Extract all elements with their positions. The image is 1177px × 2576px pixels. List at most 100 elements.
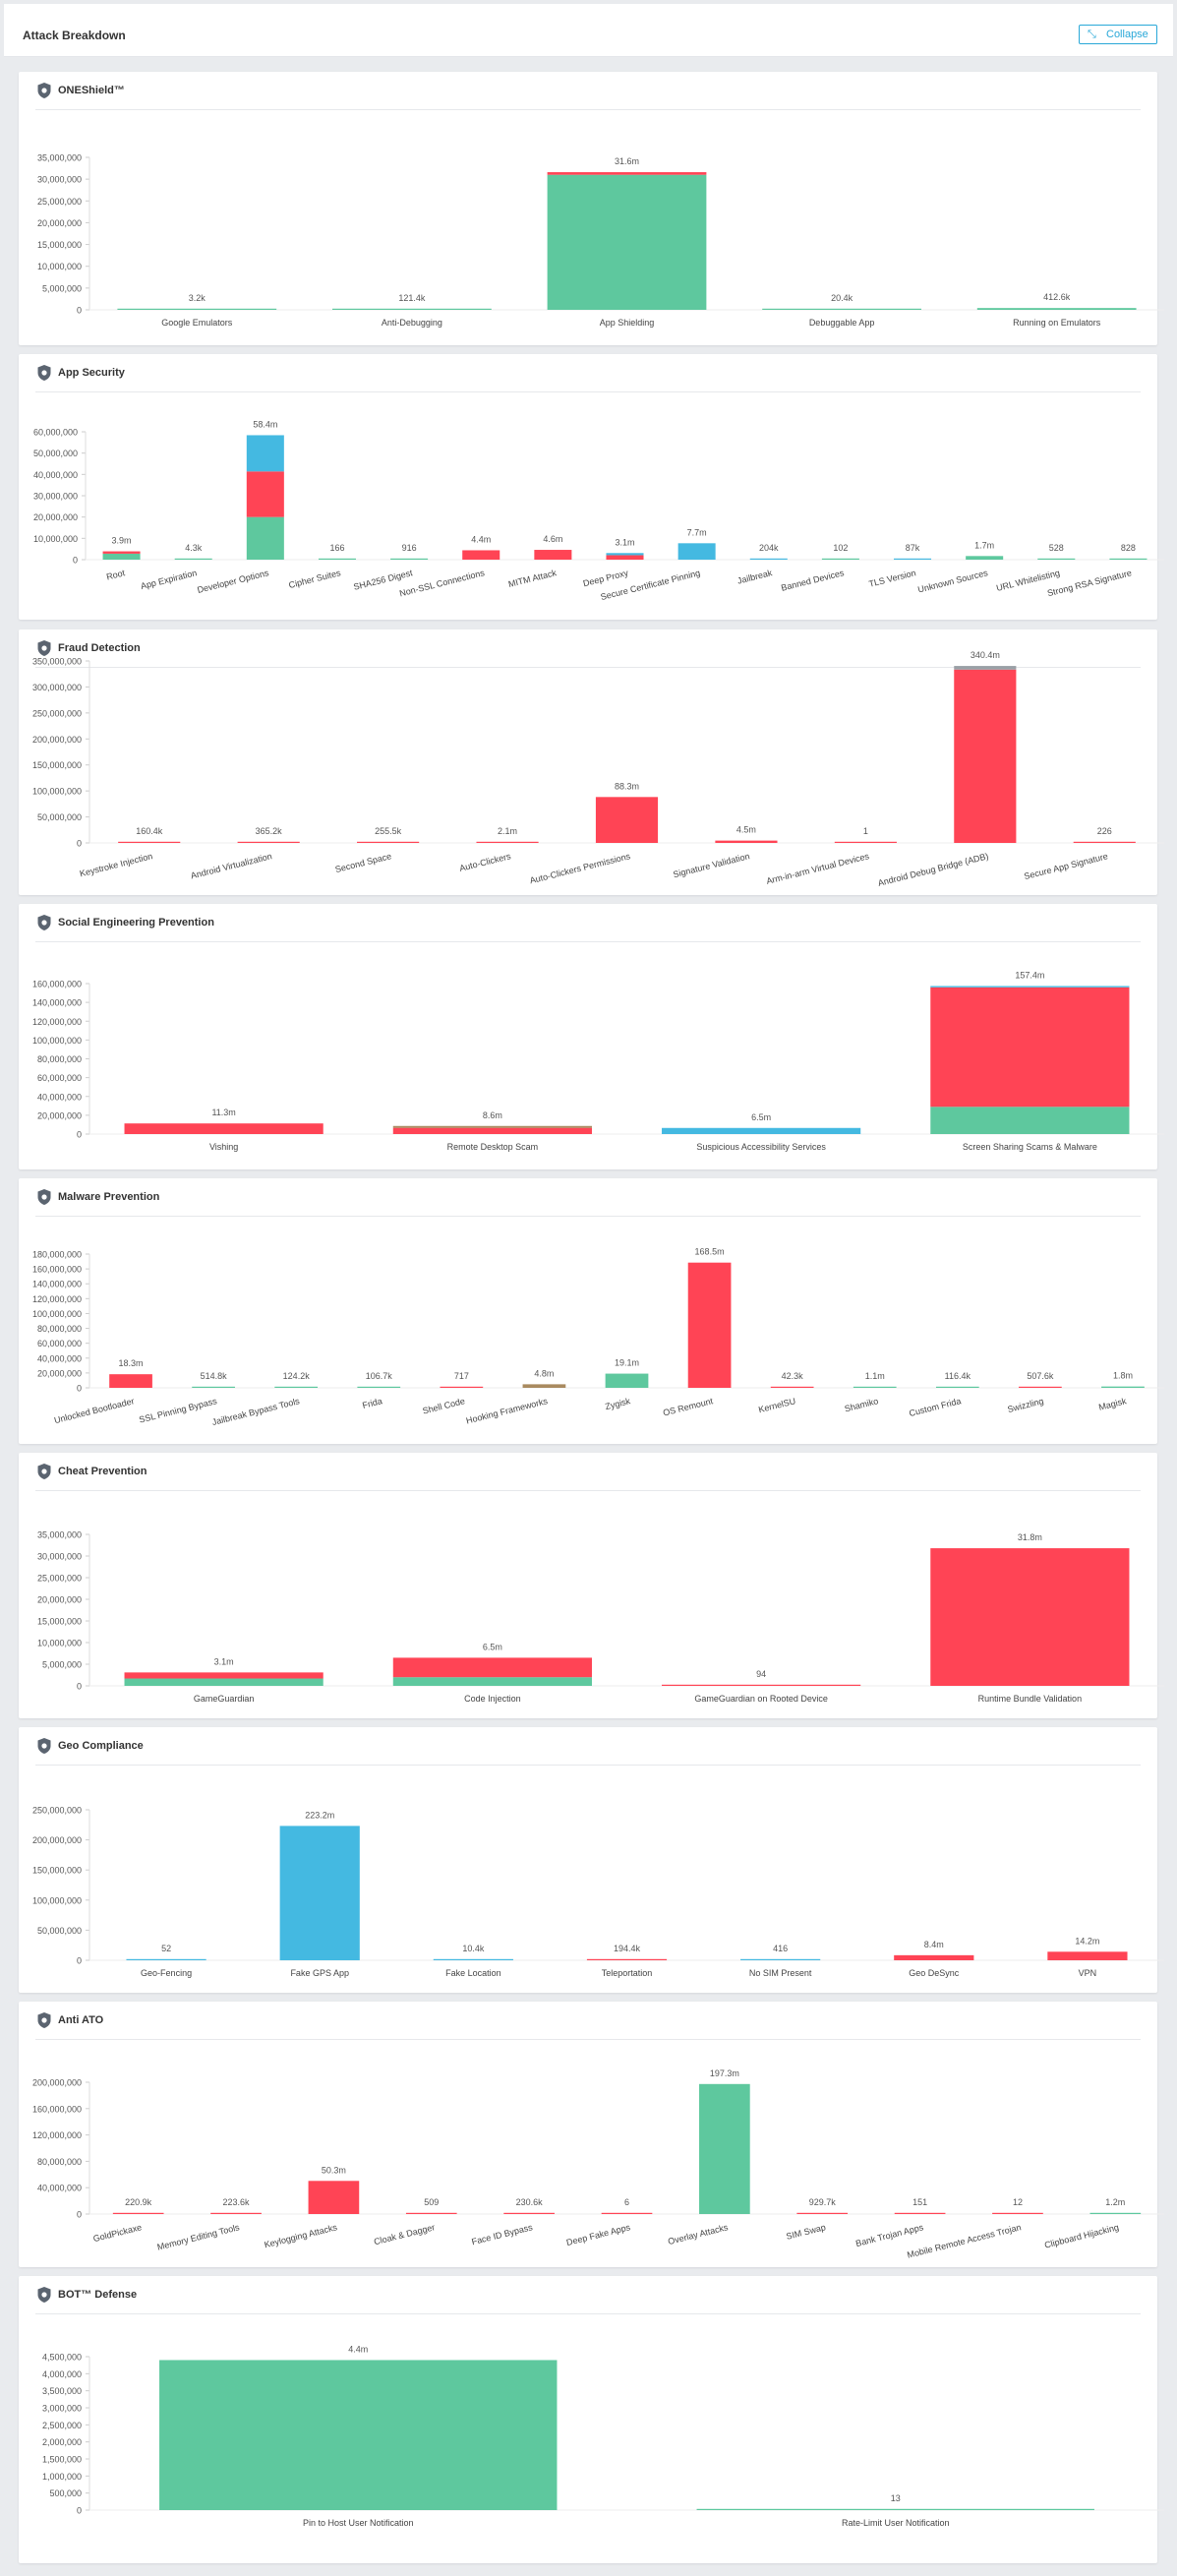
bar-segment-red[interactable] — [1019, 1386, 1062, 1388]
bar-segment-blue[interactable] — [246, 435, 284, 472]
bar-segment-blue[interactable] — [126, 1958, 206, 1960]
y-tick-label: 140,000,000 — [32, 1280, 82, 1289]
bar-segment-red[interactable] — [1047, 1951, 1128, 1960]
bar-segment-red[interactable] — [992, 2212, 1043, 2214]
bar-segment-green[interactable] — [1101, 1386, 1145, 1388]
bar-value-label: 416 — [773, 1944, 788, 1953]
bar-segment-red[interactable] — [405, 2212, 457, 2214]
bar-segment-green[interactable] — [390, 558, 429, 560]
bar-segment-red[interactable] — [770, 1386, 814, 1388]
bar-segment-green[interactable] — [274, 1386, 319, 1388]
bar-segment-red[interactable] — [715, 840, 778, 843]
bar-segment-red[interactable] — [834, 841, 897, 843]
x-category-label: Swizzling — [1007, 1396, 1045, 1414]
bar-segment-blue[interactable] — [749, 558, 788, 560]
bar-segment-blue[interactable] — [677, 543, 716, 560]
bar-segment-red[interactable] — [392, 1657, 592, 1678]
bar-segment-red[interactable] — [586, 1958, 668, 1960]
bar-segment-red[interactable] — [894, 1954, 974, 1960]
bar-segment-green[interactable] — [605, 1373, 649, 1388]
bar-segment-green[interactable] — [853, 1386, 897, 1388]
bar-segment-red[interactable] — [109, 1374, 152, 1388]
bar-segment-blue[interactable] — [279, 1826, 360, 1960]
panel-fraud-detection: Fraud Detection 350,000,000 300,000,000 250… — [19, 629, 1164, 895]
collapse-button[interactable]: ⤡ Collapse — [1079, 25, 1157, 44]
bar-segment-green[interactable] — [547, 174, 707, 310]
bar-segment-green[interactable] — [192, 1386, 235, 1388]
bar-segment-grey[interactable] — [954, 666, 1017, 670]
bar-segment-green[interactable] — [976, 308, 1137, 310]
bar-segment-green[interactable] — [102, 553, 141, 560]
bar-segment-green[interactable] — [1089, 2212, 1142, 2214]
bar-segment-red[interactable] — [930, 987, 1130, 1108]
bar-segment-red[interactable] — [894, 2212, 946, 2214]
bar-value-label: 223.2m — [305, 1810, 334, 1820]
bar-segment-green[interactable] — [930, 1107, 1130, 1134]
bar-segment-red[interactable] — [547, 172, 707, 175]
bar-value-label: 3.9m — [112, 536, 132, 546]
bar-segment-green[interactable] — [357, 1386, 401, 1388]
bar-segment-red[interactable] — [601, 2212, 653, 2214]
bar-segment-red[interactable] — [503, 2212, 555, 2214]
bar-segment-red[interactable] — [662, 1684, 861, 1686]
bar-segment-brown[interactable] — [522, 1384, 566, 1388]
bar-segment-green[interactable] — [246, 516, 284, 560]
y-tick-label: 60,000,000 — [37, 1339, 82, 1348]
bar-segment-red[interactable] — [392, 1127, 592, 1134]
bar-segment-red[interactable] — [357, 841, 420, 843]
bar-segment-blue[interactable] — [662, 1127, 861, 1134]
bar-segment-blue[interactable] — [894, 558, 932, 560]
bar-segment-red[interactable] — [687, 1262, 732, 1388]
bar-segment-red[interactable] — [112, 2212, 164, 2214]
bar-segment-red[interactable] — [308, 2181, 360, 2214]
x-category-label: KernelSU — [757, 1396, 796, 1414]
bar-segment-green[interactable] — [1109, 558, 1148, 560]
bar-segment-green[interactable] — [699, 2083, 750, 2214]
bar-segment-red[interactable] — [246, 471, 284, 517]
bar-value-label: 52 — [161, 1944, 171, 1953]
bar-value-label: 8.6m — [483, 1110, 502, 1120]
bar-value-label: 255.5k — [375, 826, 402, 836]
bar-segment-green[interactable] — [935, 1386, 979, 1388]
bar-segment-green[interactable] — [159, 2360, 558, 2510]
bar-segment-red[interactable] — [534, 550, 572, 560]
bar-segment-red[interactable] — [124, 1123, 324, 1134]
bar-segment-red[interactable] — [237, 841, 300, 843]
bar-segment-green[interactable] — [821, 558, 859, 560]
bar-segment-red[interactable] — [796, 2212, 849, 2214]
bar-segment-brown[interactable] — [392, 1125, 592, 1128]
bar-segment-red[interactable] — [462, 550, 500, 560]
y-tick-label: 20,000,000 — [37, 1110, 82, 1120]
y-tick-label: 120,000,000 — [32, 1017, 82, 1027]
bar-segment-green[interactable] — [392, 1677, 592, 1686]
bar-segment-blue[interactable] — [740, 1958, 821, 1960]
bar-segment-red[interactable] — [210, 2212, 262, 2214]
bar-segment-green[interactable] — [1037, 558, 1076, 560]
bar-segment-red[interactable] — [476, 841, 539, 843]
bar-segment-blue[interactable] — [606, 553, 644, 556]
bar-segment-red[interactable] — [118, 841, 181, 843]
bar-segment-red[interactable] — [1073, 841, 1136, 843]
bar-segment-green[interactable] — [696, 2508, 1094, 2510]
bar-segment-blue[interactable] — [930, 986, 1130, 988]
bar-segment-green[interactable] — [117, 308, 277, 310]
bar-segment-green[interactable] — [332, 308, 492, 310]
bar-segment-blue[interactable] — [433, 1958, 513, 1960]
bar-value-label: 1 — [863, 826, 868, 836]
bar-segment-red[interactable] — [954, 669, 1017, 843]
bar-segment-green[interactable] — [174, 558, 212, 560]
bar-segment-red[interactable] — [595, 797, 659, 843]
x-category-label: Mobile Remote Access Trojan — [906, 2222, 1022, 2260]
bar-segment-green[interactable] — [762, 308, 921, 310]
panel-social-engineering-prevention: Social Engineering Prevention 160,000,000… — [19, 904, 1164, 1169]
bar-segment-green[interactable] — [318, 558, 356, 560]
bar-segment-red[interactable] — [102, 551, 141, 554]
y-tick-label: 0 — [77, 839, 82, 849]
bar-segment-red[interactable] — [124, 1672, 324, 1679]
bar-segment-red[interactable] — [606, 555, 644, 560]
bar-segment-red[interactable] — [440, 1386, 484, 1388]
bar-segment-green[interactable] — [124, 1678, 324, 1686]
bar-segment-red[interactable] — [930, 1548, 1130, 1686]
bar-segment-green[interactable] — [966, 556, 1004, 560]
x-category-label: Deep Fake Apps — [565, 2222, 631, 2247]
